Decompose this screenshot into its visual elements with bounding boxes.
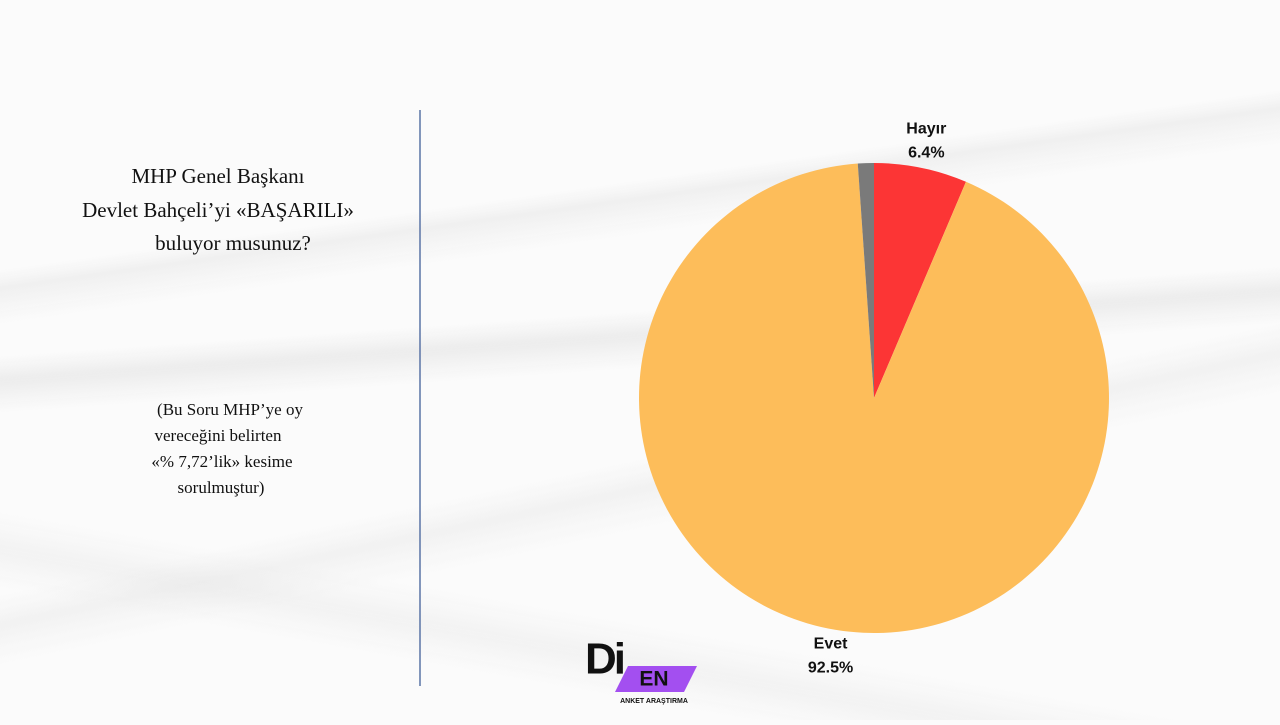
pie-slice	[857, 163, 874, 398]
slice-value: 6.4%	[908, 144, 944, 161]
logo-caption: ANKET ARAŞTIRMA	[620, 698, 688, 705]
note-line: vereceğini belirten	[155, 426, 282, 445]
note-line: (Bu Soru MHP’ye oy	[157, 400, 303, 419]
note-line: «% 7,72’lik» kesime	[151, 452, 292, 471]
slice-label: Evet	[814, 636, 848, 653]
logo-badge-text: EN	[639, 668, 668, 691]
question-line: buluyor musunuz?	[155, 231, 311, 255]
pie-slice	[874, 163, 966, 398]
logo-mark: Di	[585, 635, 624, 684]
note-line: sorulmuştur)	[178, 478, 265, 497]
logo: Di EN ANKET ARAŞTIRMA	[585, 635, 697, 705]
question-line: Devlet Bahçeli’yi «BAŞARILI»	[82, 198, 354, 222]
slice-label: Hayır	[906, 120, 946, 137]
pie-slice	[639, 163, 1109, 633]
slice-value: 92.5%	[808, 660, 853, 677]
logo-badge	[615, 666, 697, 692]
question-line: MHP Genel Başkanı	[131, 164, 304, 188]
